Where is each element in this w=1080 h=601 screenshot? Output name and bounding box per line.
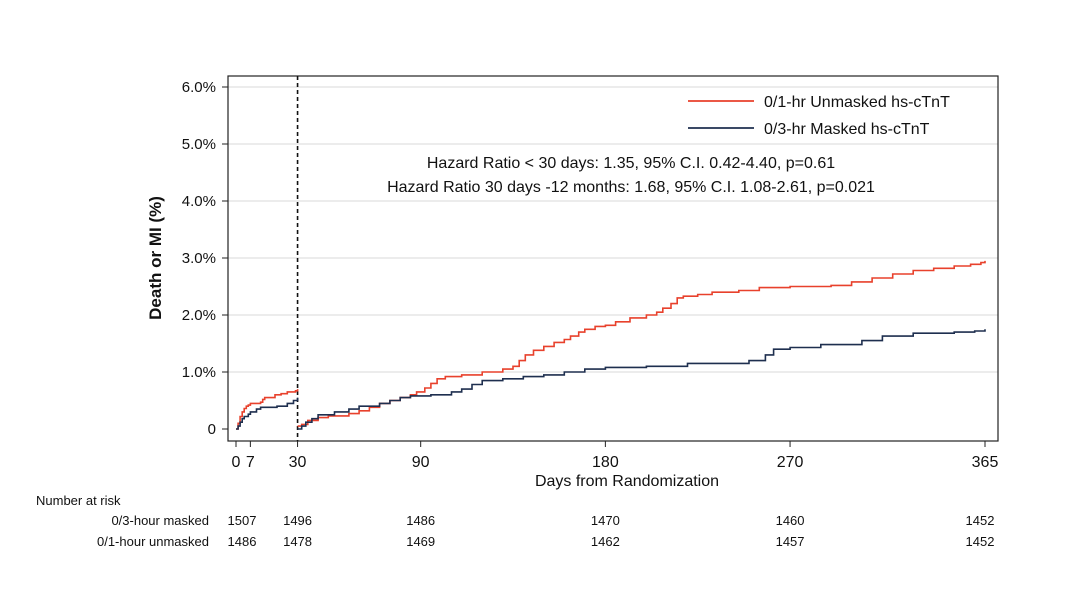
risk-cell: 1469 bbox=[406, 534, 435, 549]
y-tick-label: 6.0% bbox=[182, 79, 216, 96]
legend-label-2: 0/3-hr Masked hs-cTnT bbox=[764, 121, 930, 138]
y-tick-label: 3.0% bbox=[182, 250, 216, 267]
y-tick-label: 1.0% bbox=[182, 364, 216, 381]
risk-cell: 1460 bbox=[776, 513, 805, 528]
y-tick-label: 4.0% bbox=[182, 193, 216, 210]
risk-cell: 1462 bbox=[591, 534, 620, 549]
y-tick-label: 5.0% bbox=[182, 136, 216, 153]
risk-cell: 1457 bbox=[776, 534, 805, 549]
risk-cell: 1452 bbox=[966, 534, 995, 549]
risk-cell: 1486 bbox=[228, 534, 257, 549]
y-tick-label: 0 bbox=[208, 421, 216, 438]
hazard-ratio-annotation-1: Hazard Ratio < 30 days: 1.35, 95% C.I. 0… bbox=[427, 155, 835, 172]
x-tick-label: 7 bbox=[246, 454, 255, 471]
series-1-curve-segment-2 bbox=[297, 260, 986, 427]
series-1-curve-segment-1 bbox=[236, 389, 299, 430]
risk-cell: 1470 bbox=[591, 513, 620, 528]
y-tick-label: 2.0% bbox=[182, 307, 216, 324]
series-2-curve-segment-1 bbox=[236, 397, 299, 430]
x-tick-label: 0 bbox=[232, 454, 241, 471]
risk-cell: 1507 bbox=[228, 513, 257, 528]
series-2-curve-segment-2 bbox=[297, 329, 986, 430]
risk-table-title: Number at risk bbox=[36, 493, 121, 508]
y-axis-title: Death or MI (%) bbox=[146, 196, 165, 320]
x-tick-label: 180 bbox=[592, 454, 619, 471]
legend-label-1: 0/1-hr Unmasked hs-cTnT bbox=[764, 94, 950, 111]
risk-cell: 1486 bbox=[406, 513, 435, 528]
risk-row-label: 0/3-hour masked bbox=[111, 513, 209, 528]
risk-cell: 1496 bbox=[283, 513, 312, 528]
hazard-ratio-annotation-2: Hazard Ratio 30 days -12 months: 1.68, 9… bbox=[387, 179, 875, 196]
x-tick-label: 90 bbox=[412, 454, 430, 471]
x-axis-title: Days from Randomization bbox=[535, 473, 719, 490]
x-tick-label: 30 bbox=[289, 454, 307, 471]
x-tick-label: 270 bbox=[777, 454, 804, 471]
risk-cell: 1452 bbox=[966, 513, 995, 528]
x-tick-label: 365 bbox=[972, 454, 999, 471]
risk-cell: 1478 bbox=[283, 534, 312, 549]
risk-row-label: 0/1-hour unmasked bbox=[97, 534, 209, 549]
